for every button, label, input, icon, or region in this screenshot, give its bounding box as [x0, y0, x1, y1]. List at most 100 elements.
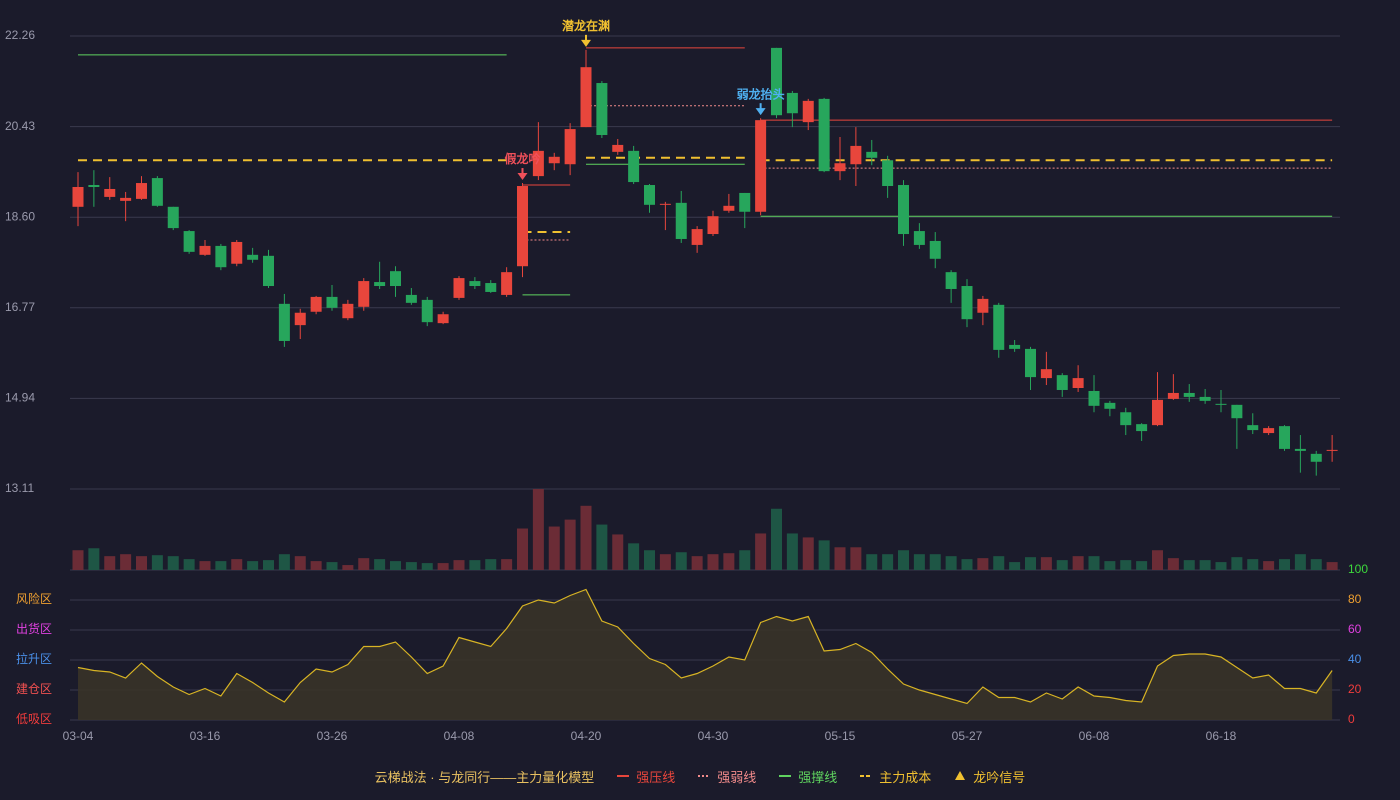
volume-bar [675, 552, 687, 570]
y2-tick-label: 60 [1348, 622, 1362, 636]
oscillator-line [77, 588, 1333, 705]
candle-body [231, 241, 243, 264]
y-tick-label: 22.26 [5, 28, 35, 42]
signal-arrow-head [755, 108, 766, 116]
legend-item: 主力成本 [859, 767, 931, 786]
candle-body [771, 47, 782, 116]
signal-label: 假龙吟 [504, 151, 540, 166]
y-tick-label: 13.11 [5, 481, 34, 495]
volume-bar [628, 543, 640, 570]
y-tick-label: 16.77 [5, 300, 35, 314]
volume-bar [1326, 562, 1338, 570]
y-tick-label: 18.60 [5, 209, 35, 223]
volume-bar [771, 508, 782, 570]
y2-tick-label: 40 [1348, 652, 1362, 666]
candle-body [1152, 399, 1163, 426]
volume-bar [1215, 562, 1227, 570]
candle-body [612, 144, 624, 152]
volume-bar [1025, 557, 1036, 570]
candle-body [1040, 369, 1052, 379]
candle-body [469, 281, 481, 287]
candle-body [786, 92, 798, 114]
volume-bar [707, 554, 719, 570]
legend-label: 龙吟信号 [973, 769, 1026, 785]
volume-bar [294, 556, 306, 570]
volume-bar [1279, 559, 1290, 570]
x-tick-label: 03-16 [190, 729, 221, 743]
volume-bar [390, 561, 401, 570]
candle-body [1088, 390, 1100, 406]
y2-tick-label: 0 [1348, 712, 1355, 726]
candle-body [342, 303, 354, 319]
candle-body [691, 229, 703, 245]
candle-body [564, 129, 576, 165]
legend: 云梯战法 · 与龙同行——主力量化模型 强压线 强弱线 强撑线 主力成本 龙吟信号 [0, 766, 1400, 786]
legend-item: 龙吟信号 [953, 767, 1025, 786]
zone-label: 出货区 [16, 621, 52, 636]
x-tick-label: 04-20 [571, 729, 602, 743]
candle-body [1120, 412, 1132, 426]
candle-body [326, 296, 338, 308]
volume-bar [167, 556, 179, 570]
volume-bar [1199, 560, 1211, 570]
volume-bar [405, 562, 417, 570]
y-tick-label: 14.94 [5, 391, 35, 405]
candle-body [1310, 453, 1322, 462]
zone-label: 建仓区 [16, 682, 52, 696]
candle-body [310, 296, 322, 312]
candle-body [358, 281, 370, 307]
volume-bar [136, 556, 147, 570]
volume-bar [1247, 559, 1259, 570]
candle-body [977, 298, 989, 313]
legend-swatch [779, 775, 792, 777]
volume-bar [1294, 554, 1306, 570]
candle-body [183, 231, 195, 252]
candle-body [580, 67, 592, 128]
volume-bar [1310, 559, 1322, 570]
candle-body [390, 271, 401, 287]
candle-body [1247, 425, 1259, 431]
volume-bar [882, 554, 894, 570]
volume-bar [1104, 561, 1116, 570]
legend-swatch [860, 775, 873, 777]
volume-bar [1088, 556, 1100, 570]
legend-title: 云梯战法 · 与龙同行——主力量化模型 [374, 769, 595, 785]
candle-body [882, 160, 894, 187]
candle-body [199, 245, 211, 255]
volume-bar [1009, 562, 1021, 570]
volume-bar [834, 547, 846, 570]
volume-bar [1183, 560, 1195, 570]
candle-body [247, 254, 259, 260]
candle-body [739, 192, 751, 212]
volume-bar [485, 559, 497, 570]
legend-swatch [617, 775, 630, 777]
volume-bar [1120, 560, 1132, 570]
volume-bar [104, 556, 116, 570]
volume-bar [596, 524, 608, 570]
volume-bar [850, 547, 862, 570]
candle-body [818, 98, 830, 172]
y2-tick-label: 20 [1348, 682, 1362, 696]
candle-body [723, 205, 735, 211]
candle-body [437, 314, 449, 324]
candle-body [1009, 344, 1021, 349]
legend-swatch [698, 775, 711, 777]
oscillator-area [78, 589, 1333, 720]
x-tick-label: 03-26 [317, 729, 348, 743]
volume-bar [1263, 561, 1275, 570]
legend-swatch [955, 771, 966, 780]
volume-bar [786, 533, 798, 570]
volume-bar [72, 550, 84, 570]
candle-body [866, 151, 878, 158]
zone-label: 风险区 [16, 591, 52, 606]
volume-bar [342, 565, 354, 570]
y2-tick-label: 80 [1348, 592, 1362, 606]
volume-bar [183, 559, 195, 570]
candle-body [532, 150, 544, 177]
candle-body [628, 150, 640, 183]
chart: 13.11 14.94 16.77 18.60 20.43 22.26 0 20 40 60 80 1… [5, 18, 1368, 743]
x-tick-label: 06-18 [1206, 729, 1237, 743]
candle-body [1326, 449, 1338, 451]
volume-bar [691, 556, 703, 570]
